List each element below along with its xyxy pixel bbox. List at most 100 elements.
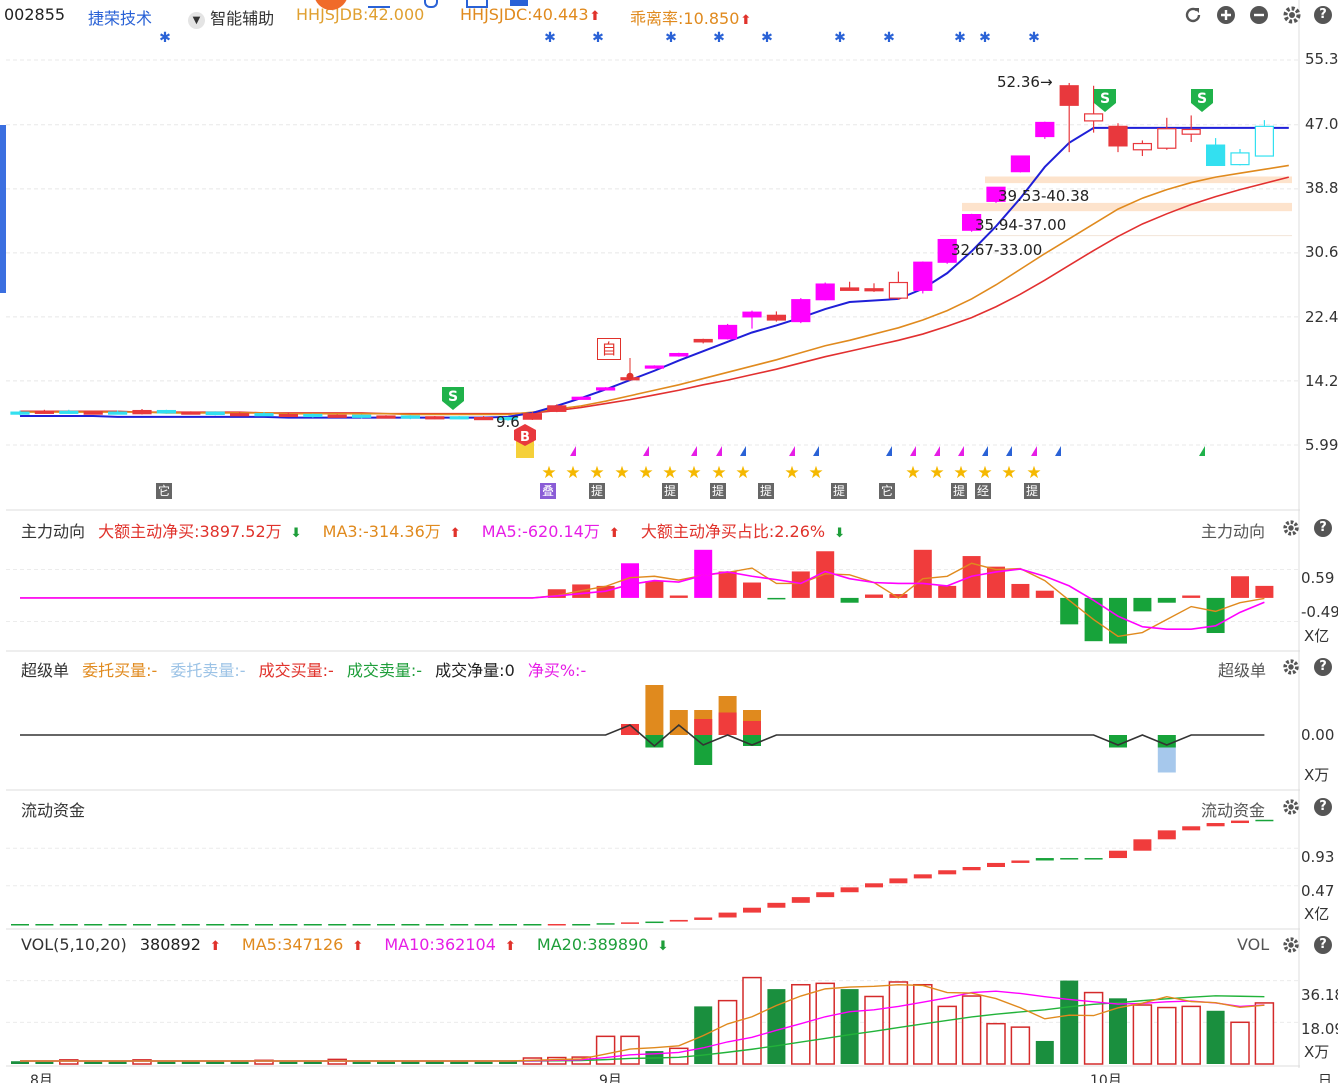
arrow-down-icon: ⬇	[290, 526, 302, 541]
super-trade-buy-bar	[718, 712, 737, 735]
order-buy-value: 委托买量:-	[82, 661, 158, 680]
liquid-funds-bar	[1206, 823, 1225, 827]
event-tag[interactable]: 叠	[540, 483, 557, 499]
event-tag[interactable]: 提	[1024, 483, 1041, 499]
net-buy-ratio: 大额主动净买占比:2.26% ⬇	[641, 522, 853, 541]
event-tag[interactable]: 它	[879, 483, 896, 499]
smart-assist-dropdown[interactable]: ▼ 智能辅助	[188, 5, 274, 29]
event-tag[interactable]: 提	[831, 483, 848, 499]
star-icon: ★	[638, 463, 653, 483]
main-force-bar	[1157, 597, 1176, 603]
candle-body	[107, 411, 128, 415]
candle-body	[352, 414, 372, 418]
candle-body	[1181, 128, 1201, 135]
liquid-funds-bar	[59, 924, 78, 926]
orange-logo-icon[interactable]	[314, 0, 348, 10]
volume-bar	[84, 1061, 103, 1064]
candle-body	[230, 413, 250, 417]
candle-body	[376, 415, 396, 419]
event-tag[interactable]: 提	[710, 483, 727, 499]
event-tag[interactable]: 提	[951, 483, 968, 499]
candle-body	[547, 405, 567, 412]
liquid-funds-bar	[352, 924, 371, 926]
volume-bar	[181, 1061, 200, 1064]
liquid-funds-bar	[133, 924, 151, 926]
trade-sell-value: 成交卖量:-	[346, 661, 423, 680]
event-tag[interactable]: 提	[662, 483, 679, 499]
help-icon[interactable]: ?	[1314, 519, 1332, 537]
help-icon[interactable]: ?	[1314, 6, 1332, 24]
candle-body	[327, 414, 347, 418]
volume-bar	[986, 1022, 1006, 1065]
zoom-out-icon[interactable]	[1249, 5, 1269, 25]
help-icon[interactable]: ?	[1314, 658, 1332, 676]
unit-label: X万	[1304, 766, 1330, 784]
stock-name-link[interactable]: 捷荣技术	[88, 9, 153, 28]
help-icon[interactable]: ?	[1314, 798, 1332, 816]
star-icon: ★	[735, 463, 750, 483]
support-zone	[962, 202, 1292, 212]
toolbar-icon-2[interactable]	[424, 0, 438, 8]
main-force-bar	[645, 581, 664, 598]
gear-icon[interactable]	[1282, 519, 1300, 537]
flag-marker-icon	[1006, 446, 1012, 456]
liquid-funds-bar	[328, 924, 347, 926]
support-zone-label: 32.67-33.00	[951, 241, 1043, 259]
liquid-funds-bar	[84, 924, 103, 926]
zoom-in-icon[interactable]	[1216, 5, 1236, 25]
liquid-funds-bar	[645, 921, 664, 924]
snowflake-icon: ✱	[159, 30, 171, 46]
y-axis-label: 0.93	[1301, 848, 1335, 866]
net-buy-ratio-text: 大额主动净买占比:2.26%	[640, 522, 826, 541]
x-axis-label: 8月	[30, 1073, 53, 1083]
candle-body	[644, 365, 665, 369]
trade-buy-value: 成交买量:-	[258, 661, 334, 680]
event-tag[interactable]: 提	[758, 483, 775, 499]
liquid-funds-bar	[1035, 858, 1054, 861]
liquid-funds-bar	[425, 924, 444, 926]
main-force-panel-header: 主力动向 大额主动净买:3897.52万 ⬇ MA3:-314.36万 ⬆ MA5:…	[21, 518, 861, 542]
refresh-icon[interactable]	[1183, 5, 1203, 25]
candle-body	[937, 238, 957, 263]
event-tag[interactable]: 它	[156, 483, 173, 499]
liquid-funds-bar	[181, 924, 200, 926]
gear-icon[interactable]	[1282, 658, 1300, 676]
event-tag[interactable]: 经	[975, 483, 992, 499]
arrow-up-icon: ⬆	[589, 9, 601, 24]
candle-body	[400, 415, 420, 419]
y-axis-label: 30.6	[1305, 243, 1338, 261]
candle-body	[791, 299, 811, 323]
candle-body	[181, 411, 201, 415]
liquid-funds-bar	[865, 883, 883, 888]
toolbar-icon-4[interactable]	[510, 0, 528, 6]
volume-bar	[815, 982, 835, 1065]
gear-icon[interactable]	[1282, 936, 1300, 954]
event-tag[interactable]: 提	[589, 483, 606, 499]
candle-body	[1132, 142, 1153, 151]
help-icon[interactable]: ?	[1314, 936, 1332, 954]
toolbar-icon-1[interactable]	[368, 0, 390, 8]
volume-bar	[840, 989, 859, 1064]
trade-net-value: 成交净量:0	[435, 661, 515, 680]
main-force-bar	[1060, 597, 1079, 625]
y-axis-label: 0.00	[1301, 726, 1335, 744]
flag-marker-icon	[1055, 446, 1061, 456]
liquid-funds-bar	[499, 924, 517, 926]
star-icon: ★	[929, 463, 944, 483]
smart-assist-label: 智能辅助	[210, 9, 275, 28]
toolbar-icon-3[interactable]	[466, 0, 488, 8]
volume-bar	[59, 1059, 79, 1065]
flag-marker-icon	[934, 446, 940, 456]
floating-toolbar	[306, 0, 576, 10]
candle-body	[669, 352, 689, 357]
self-select-tag[interactable]: 自	[597, 338, 621, 360]
snowflake-icon: ✱	[883, 30, 895, 46]
gear-icon[interactable]	[1282, 5, 1302, 25]
unit-label: X亿	[1304, 905, 1330, 923]
candle-body	[156, 409, 176, 414]
gear-icon[interactable]	[1282, 798, 1300, 816]
volume-bar	[499, 1060, 517, 1064]
main-force-bar	[547, 589, 566, 598]
y-axis-label: -0.49	[1301, 603, 1338, 621]
hidden-indicator-b: HHJSJDC:40.443⬆	[460, 5, 600, 24]
